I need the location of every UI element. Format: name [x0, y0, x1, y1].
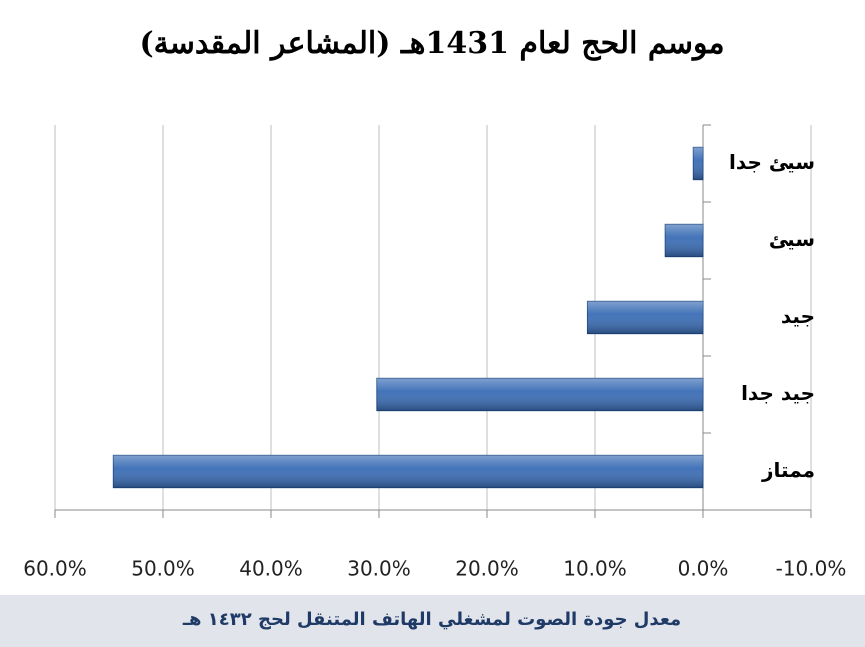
bar-shine [665, 224, 703, 257]
x-tick-label: -10.0% [776, 557, 847, 581]
caption: معدل جودة الصوت لمشغلي الهاتف المتنقل لح… [182, 609, 681, 630]
chart-title: موسم الحج لعام 1431هـ (المشاعر المقدسة) [139, 26, 724, 61]
bar-shine [693, 147, 703, 180]
x-tick-label: 40.0% [239, 557, 303, 581]
y-tick-label: جيد [781, 304, 815, 328]
x-tick-label: 10.0% [563, 557, 627, 581]
y-tick-label: سيئ جدا [729, 150, 815, 174]
x-tick-label: 20.0% [455, 557, 519, 581]
caption-band [0, 595, 865, 647]
y-tick-label: ممتاز [761, 458, 815, 482]
y-tick-label: سيئ [769, 227, 815, 251]
y-tick-label: جيد جدا [741, 381, 815, 405]
bar-shine [587, 301, 703, 334]
x-tick-label: 50.0% [131, 557, 195, 581]
bar-shine [113, 455, 703, 488]
x-tick-label: 0.0% [678, 557, 729, 581]
x-tick-label: 60.0% [23, 557, 87, 581]
x-tick-label: 30.0% [347, 557, 411, 581]
bar-shine [376, 378, 703, 411]
